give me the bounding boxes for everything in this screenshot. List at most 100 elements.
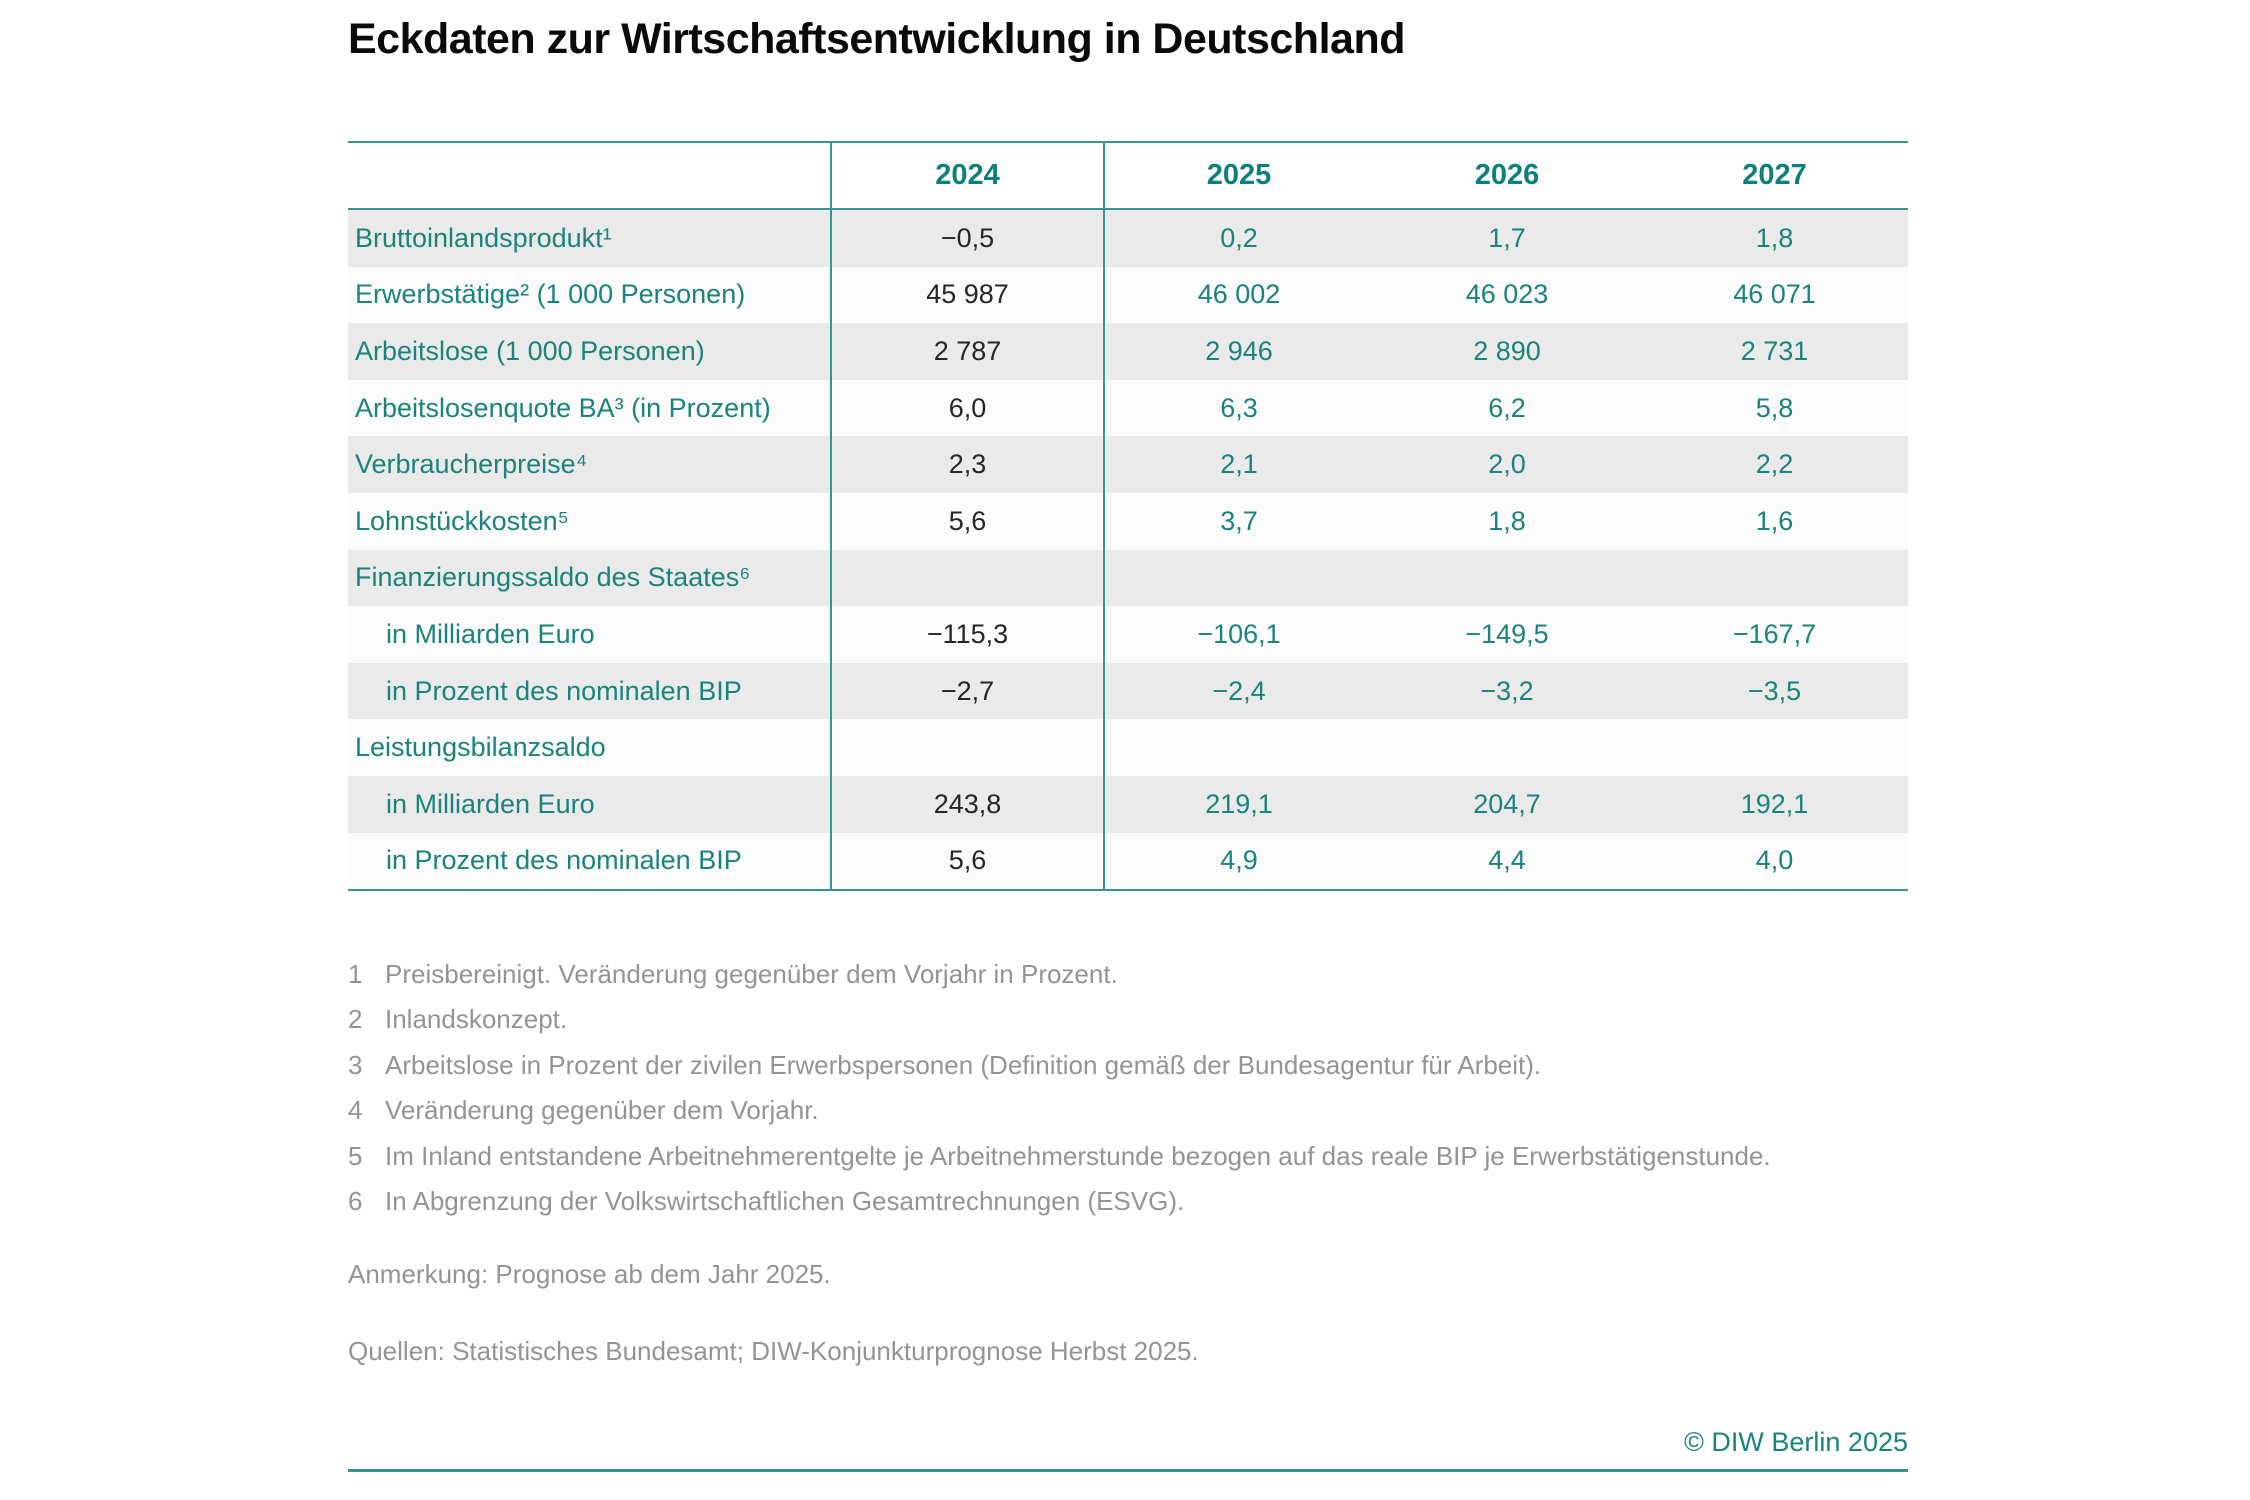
row-label: Arbeitslosenquote BA³ (in Prozent) bbox=[355, 392, 771, 423]
row-label: Arbeitslose (1 000 Personen) bbox=[355, 335, 705, 366]
value-cell: 4,9 bbox=[1220, 845, 1258, 876]
row-label: Lohnstückkosten⁵ bbox=[355, 505, 569, 536]
column-header-year-2025: 2025 bbox=[1206, 159, 1272, 191]
value-cell: −2,4 bbox=[1212, 675, 1266, 706]
value-cell: 46 023 bbox=[1465, 279, 1549, 310]
value-cell: 5,6 bbox=[830, 832, 1105, 890]
value-cell bbox=[1373, 550, 1641, 607]
table-row: Verbraucherpreise⁴ 2,3 2,1 2,0 2,2 bbox=[348, 436, 1908, 493]
table-row: in Prozent des nominalen BIP 5,6 4,9 4,4 4,0 bbox=[348, 832, 1908, 890]
value-cell bbox=[1641, 550, 1908, 607]
footnote-number: 1 bbox=[348, 959, 363, 989]
value-cell: 1,6 bbox=[1755, 505, 1794, 536]
copyright-line: © DIW Berlin 2025 bbox=[1684, 1427, 1908, 1457]
table-row: Bruttoinlandsprodukt¹ −0,5 0,2 1,7 1,8 bbox=[348, 210, 1908, 267]
row-label: in Prozent des nominalen BIP bbox=[386, 675, 742, 706]
row-label: in Milliarden Euro bbox=[386, 618, 595, 649]
data-table: 2024 2025 2026 2027 Bruttoinlandsprodukt¹ −0,… bbox=[348, 141, 1908, 892]
value-cell: 45 987 bbox=[830, 266, 1105, 324]
table-row: in Milliarden Euro −115,3 −106,1 −149,5 −167… bbox=[348, 606, 1908, 663]
footnote: 5 Im Inland entstandene Arbeitnehmerentge… bbox=[348, 1134, 1908, 1179]
footnote-text: Arbeitslose in Prozent der zivilen Erwer… bbox=[385, 1049, 1542, 1080]
value-cell: 2,2 bbox=[1755, 449, 1794, 480]
value-cell: −3,2 bbox=[1480, 675, 1534, 706]
value-cell: 5,8 bbox=[1755, 392, 1794, 423]
column-header-year-2027: 2027 bbox=[1742, 159, 1807, 191]
footnote: 6 In Abgrenzung der Volkswirtschaftlichen… bbox=[348, 1179, 1908, 1224]
footnotes: 1 Preisbereinigt. Veränderung gegenüber d… bbox=[348, 952, 1908, 1224]
value-cell: 219,1 bbox=[1205, 788, 1273, 819]
table-row: Arbeitslose (1 000 Personen) 2 787 2 946 2 … bbox=[348, 323, 1908, 380]
value-cell: 204,7 bbox=[1473, 788, 1541, 819]
table-row: in Prozent des nominalen BIP −2,7 −2,4 −3,2… bbox=[348, 662, 1908, 720]
footnote-text: Preisbereinigt. Veränderung gegenüber de… bbox=[385, 959, 1118, 989]
footnote: 2 Inlandskonzept. bbox=[348, 997, 1908, 1042]
value-cell: 243,8 bbox=[830, 775, 1105, 833]
row-label: Bruttoinlandsprodukt¹ bbox=[355, 222, 612, 253]
value-cell: 1,7 bbox=[1488, 222, 1526, 253]
value-cell: 2,3 bbox=[830, 436, 1105, 493]
value-cell: 1,8 bbox=[1755, 222, 1794, 253]
row-label: in Milliarden Euro bbox=[386, 788, 595, 819]
value-cell: 6,2 bbox=[1488, 392, 1526, 423]
value-cell: 2 787 bbox=[830, 323, 1105, 380]
table-header-label-cell bbox=[348, 143, 830, 208]
value-cell: 2,1 bbox=[1220, 449, 1258, 480]
table-header-row: 2024 2025 2026 2027 bbox=[348, 143, 1908, 210]
value-cell: −149,5 bbox=[1465, 618, 1549, 649]
value-cell: −3,5 bbox=[1747, 675, 1802, 706]
value-cell: 2 731 bbox=[1740, 335, 1809, 366]
footnote: 4 Veränderung gegenüber dem Vorjahr. bbox=[348, 1088, 1908, 1133]
table-row: in Milliarden Euro 243,8 219,1 204,7 192,1 bbox=[348, 775, 1908, 833]
figure-title: Eckdaten zur Wirtschaftsentwicklung in D… bbox=[348, 15, 1405, 63]
value-cell: 46 002 bbox=[1197, 279, 1281, 310]
value-cell bbox=[1105, 719, 1373, 776]
row-label: Erwerbstätige² (1 000 Personen) bbox=[355, 279, 746, 310]
footnote-number: 3 bbox=[348, 1049, 363, 1080]
row-label: in Prozent des nominalen BIP bbox=[386, 845, 742, 876]
value-cell bbox=[830, 549, 1105, 607]
table-row: Lohnstückkosten⁵ 5,6 3,7 1,8 1,6 bbox=[348, 492, 1908, 550]
footnote-number: 6 bbox=[348, 1186, 363, 1217]
value-cell: 46 071 bbox=[1733, 279, 1816, 310]
value-cell: 1,8 bbox=[1488, 505, 1526, 536]
footnote-text: Inlandskonzept. bbox=[385, 1004, 568, 1035]
value-cell: 0,2 bbox=[1220, 222, 1258, 253]
footnote-number: 4 bbox=[348, 1095, 363, 1126]
value-cell: −167,7 bbox=[1732, 618, 1817, 649]
value-cell: −0,5 bbox=[830, 210, 1105, 267]
value-cell: −115,3 bbox=[830, 606, 1105, 663]
value-cell bbox=[1641, 719, 1908, 776]
value-cell: 3,7 bbox=[1220, 505, 1258, 536]
value-cell: 6,0 bbox=[830, 379, 1105, 437]
value-cell bbox=[1105, 550, 1373, 607]
footnote-number: 5 bbox=[348, 1140, 363, 1171]
value-cell bbox=[1373, 719, 1641, 776]
figure-content: Eckdaten zur Wirtschaftsentwicklung in D… bbox=[348, 0, 1908, 1500]
value-cell bbox=[830, 719, 1105, 776]
table-row: Leistungsbilanzsaldo bbox=[348, 719, 1908, 776]
footnote-text: Im Inland entstandene Arbeitnehmerentgel… bbox=[385, 1140, 1771, 1171]
footnote-text: In Abgrenzung der Volkswirtschaftlichen … bbox=[385, 1186, 1185, 1217]
value-cell: 2 890 bbox=[1473, 335, 1541, 366]
value-cell: 192,1 bbox=[1740, 788, 1809, 819]
value-cell: 4,4 bbox=[1488, 845, 1526, 876]
column-header-year-2026: 2026 bbox=[1474, 159, 1540, 191]
bottom-rule bbox=[348, 1469, 1908, 1472]
table-row: Erwerbstätige² (1 000 Personen) 45 987 46 … bbox=[348, 266, 1908, 324]
table-row: Arbeitslosenquote BA³ (in Prozent) 6,0 6,3… bbox=[348, 379, 1908, 437]
value-cell: −106,1 bbox=[1197, 618, 1281, 649]
footnote-text: Veränderung gegenüber dem Vorjahr. bbox=[385, 1095, 819, 1126]
row-label: Verbraucherpreise⁴ bbox=[355, 449, 588, 480]
value-cell: 2 946 bbox=[1205, 335, 1273, 366]
column-header-year-2024: 2024 bbox=[830, 143, 1105, 208]
footnote-number: 2 bbox=[348, 1004, 363, 1035]
row-label: Finanzierungssaldo des Staates⁶ bbox=[355, 562, 751, 593]
table-row: Finanzierungssaldo des Staates⁶ bbox=[348, 549, 1908, 607]
value-cell: 5,6 bbox=[830, 492, 1105, 550]
value-cell: −2,7 bbox=[830, 662, 1105, 720]
sources-line: Quellen: Statistisches Bundesamt; DIW-Ko… bbox=[348, 1336, 1199, 1366]
row-label: Leistungsbilanzsaldo bbox=[355, 732, 606, 763]
note-line: Anmerkung: Prognose ab dem Jahr 2025. bbox=[348, 1259, 831, 1289]
value-cell: 4,0 bbox=[1755, 845, 1794, 876]
